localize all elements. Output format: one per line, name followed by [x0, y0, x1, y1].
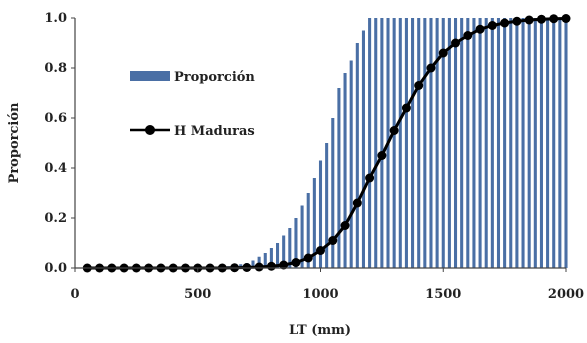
x-tick-label: 1000 [302, 287, 338, 302]
bar [269, 248, 273, 268]
legend-label-bars: Proporción [174, 70, 255, 85]
bar [490, 18, 494, 268]
bar [343, 73, 347, 268]
bar [515, 18, 519, 268]
line-point [475, 24, 485, 34]
bar [460, 18, 464, 268]
line-point [401, 103, 411, 113]
bar [276, 243, 280, 268]
y-tick-label: 0.8 [44, 61, 67, 76]
line-point [316, 246, 325, 255]
y-tick-label: 0.2 [44, 211, 67, 226]
bar [478, 18, 482, 268]
line-point [512, 16, 522, 26]
y-tick-label: 0.6 [44, 111, 67, 126]
line-point [524, 15, 534, 25]
x-tick-label: 2000 [548, 287, 584, 302]
bar [368, 18, 372, 268]
bar [257, 256, 261, 268]
bar [251, 260, 255, 268]
bar [466, 18, 470, 268]
bar [527, 18, 531, 268]
line-point [328, 236, 338, 245]
line-point [463, 31, 473, 40]
line-point [266, 261, 276, 271]
x-tick-label: 500 [184, 287, 211, 302]
legend-label-line: H Maduras [174, 124, 255, 139]
line-point [438, 48, 448, 58]
x-axis-title: LT (mm) [289, 323, 351, 338]
legend-swatch-marker [145, 125, 155, 135]
bar [392, 18, 396, 268]
bar [564, 18, 568, 268]
bar [380, 18, 384, 268]
bar [533, 18, 537, 268]
x-tick-label: 1500 [425, 287, 461, 302]
line-point [303, 253, 313, 263]
bar [496, 18, 501, 268]
bar [404, 18, 408, 268]
line-point [340, 221, 350, 230]
bar [306, 193, 310, 268]
bar [472, 18, 476, 268]
bar [484, 18, 488, 268]
bar [441, 18, 445, 268]
bar [312, 178, 316, 268]
bar [521, 18, 525, 268]
legend-swatch-bars [130, 71, 170, 81]
line-point [426, 63, 436, 73]
bar [447, 18, 451, 268]
bar [318, 160, 323, 268]
bar [294, 218, 298, 268]
bar [509, 18, 513, 268]
bar [558, 18, 562, 268]
bar [453, 18, 458, 268]
y-tick-label: 1.0 [44, 11, 67, 26]
x-tick-label: 0 [70, 287, 79, 302]
x-ticks: 0 500 1000 1500 2000 [70, 268, 584, 302]
line-point [487, 21, 497, 30]
bar [337, 88, 341, 268]
line-point [365, 173, 375, 183]
bar [546, 18, 550, 268]
bar [429, 18, 433, 268]
line-point [389, 126, 399, 135]
bar [355, 43, 359, 268]
bars-layer [220, 18, 568, 268]
bar [411, 18, 415, 268]
bar [398, 18, 402, 268]
bar [552, 18, 556, 268]
bar [435, 18, 439, 268]
y-axis-title: Proporción [7, 102, 22, 183]
line-point [291, 258, 301, 267]
y-ticks: 0.0 0.2 0.4 0.6 0.8 1.0 [44, 11, 75, 276]
bar [361, 30, 365, 268]
bar [300, 205, 304, 268]
y-tick-label: 0.0 [44, 261, 67, 276]
y-tick-label: 0.4 [44, 161, 67, 176]
bar [374, 18, 378, 268]
bar [282, 235, 286, 268]
line-point [254, 262, 264, 272]
bar [263, 253, 267, 268]
bar [325, 143, 329, 268]
line-point [352, 198, 362, 208]
line-point [549, 14, 559, 24]
legend: Proporción H Maduras [130, 70, 255, 139]
line-point [451, 38, 461, 48]
bar [539, 18, 543, 268]
line-point [561, 14, 571, 23]
bar [349, 60, 353, 268]
bar [503, 18, 507, 268]
bar [288, 228, 292, 268]
line-point [414, 81, 424, 90]
line-point [377, 151, 387, 160]
bar [423, 18, 427, 268]
line-point [500, 18, 510, 28]
line-point [536, 14, 546, 24]
bar [417, 18, 421, 268]
bar [331, 118, 335, 268]
line-point [279, 260, 289, 270]
